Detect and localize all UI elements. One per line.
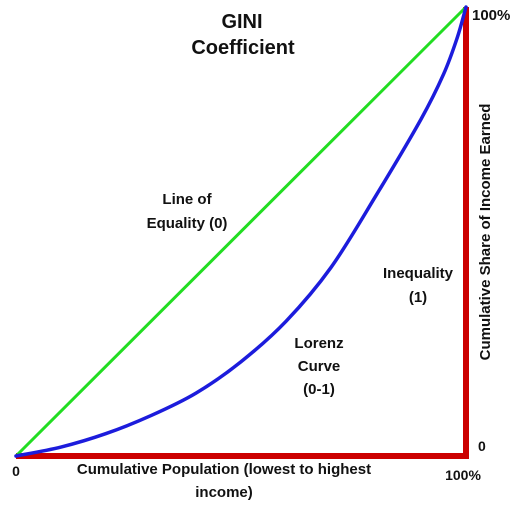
annotation-lorenz-line-3: (0-1) [303,381,335,398]
annotation-lorenz-line-2: Curve [298,358,341,375]
y-axis-label: Cumulative Share of Income Earned [477,104,494,361]
chart-title-line-2: Coefficient [191,37,295,59]
series-layer [14,5,469,459]
annotation-lorenz-line-1: Lorenz [294,335,343,352]
annotation-inequality-line-2: (1) [409,289,427,306]
annotation-equality-line-1: Line of [162,191,212,208]
y-tick-label-start: 0 [478,438,486,454]
series-lorenz-line [14,5,468,458]
series-inequality-line [16,7,469,459]
x-tick-label-start: 0 [12,463,20,479]
annotation-equality-line-2: Equality (0) [147,215,228,232]
annotation-inequality-line-1: Inequality [383,265,454,282]
chart-title-line-1: GINI [221,11,262,33]
y-tick-label-end: 100% [472,7,510,24]
x-axis-label-line-1: Cumulative Population (lowest to highest [77,461,371,478]
x-axis-label-line-2: income) [195,484,253,501]
x-tick-label-end: 100% [445,467,481,483]
series-equality-line [14,5,468,458]
